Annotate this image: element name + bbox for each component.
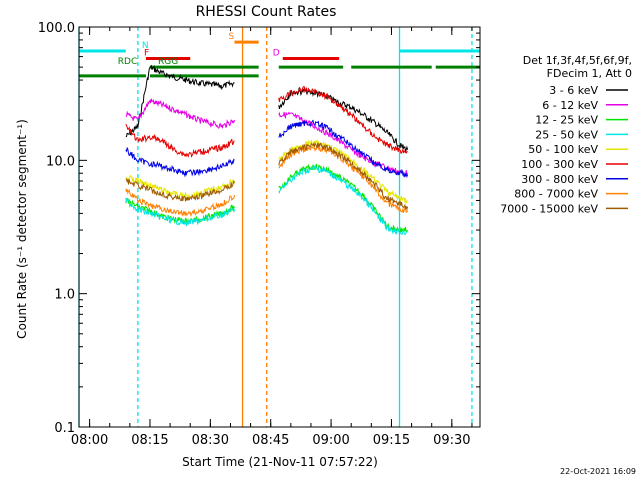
- x-tick-label: 08:30: [192, 433, 229, 448]
- series-line: [125, 123, 235, 158]
- flag-label: D: [273, 49, 280, 59]
- legend-header: Det 1f,3f,4f,5f,6f,9f,: [523, 54, 632, 67]
- y-tick-label: 100.0: [38, 21, 75, 36]
- series-line: [278, 144, 409, 213]
- plot-frame: [78, 26, 481, 428]
- axes: 0.1 1.0 10.0 100.0 08:00 08:15 08:30 08:45 09:00…: [38, 21, 480, 448]
- legend: Det 1f,3f,4f,5f,6f,9f,FDecim 1, Att 0 3 -…: [500, 54, 632, 215]
- legend-label: 50 - 100 keV: [528, 143, 598, 156]
- x-tick-label: 09:15: [373, 433, 410, 448]
- legend-label: 12 - 25 keV: [535, 114, 598, 127]
- x-axis-label: Start Time (21-Nov-11 07:57:22): [182, 455, 378, 469]
- legend-label: 6 - 12 keV: [542, 99, 598, 112]
- flag-label: RGG: [158, 57, 178, 67]
- series-line: [278, 87, 409, 154]
- x-tick-label: 09:00: [312, 433, 349, 448]
- flag-label: F: [144, 49, 149, 59]
- series-line: [125, 178, 235, 202]
- x-tick-label: 08:15: [131, 433, 168, 448]
- plot-area: NF S D RDC RGG: [78, 27, 480, 427]
- legend-label: 7000 - 15000 keV: [500, 202, 598, 215]
- x-tick-label: 08:45: [252, 433, 289, 448]
- x-tick-label: 08:00: [71, 433, 108, 448]
- x-tick-label: 09:30: [433, 433, 470, 448]
- y-tick-label: 1.0: [54, 288, 75, 303]
- y-axis-label: Count Rate (s⁻¹ detector segment⁻¹): [15, 119, 29, 339]
- series-line: [278, 119, 409, 179]
- series-line: [278, 141, 409, 212]
- legend-label: 800 - 7000 keV: [514, 188, 598, 201]
- legend-header: FDecim 1, Att 0: [547, 67, 632, 80]
- legend-label: 25 - 50 keV: [535, 128, 598, 141]
- legend-label: 300 - 800 keV: [521, 173, 598, 186]
- footer-timestamp: 22-Oct-2021 16:09: [560, 467, 636, 476]
- series-line: [278, 86, 408, 155]
- y-tick-label: 10.0: [46, 154, 75, 169]
- flag-label: S: [228, 32, 234, 42]
- series-line: [125, 98, 235, 129]
- series-line: [125, 188, 235, 218]
- y-tick-label: 0.1: [54, 421, 75, 436]
- chart-title: RHESSI Count Rates: [196, 4, 337, 20]
- series-line: [278, 165, 408, 236]
- series-line: [125, 146, 235, 178]
- flag-label: N: [142, 41, 149, 51]
- series-line: [125, 197, 235, 227]
- series-line: [125, 64, 235, 138]
- flag-label: RDC: [118, 57, 137, 67]
- legend-label: 100 - 300 keV: [521, 158, 598, 171]
- legend-label: 3 - 6 keV: [549, 84, 598, 97]
